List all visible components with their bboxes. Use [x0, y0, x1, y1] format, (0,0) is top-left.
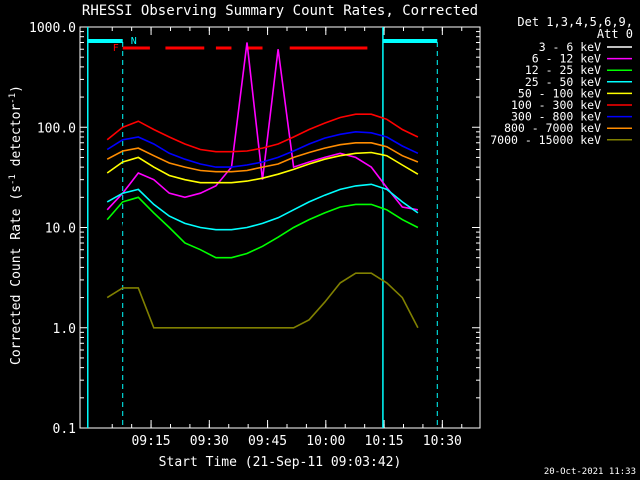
y-axis-label-main: Corrected Count Rate (s — [9, 185, 24, 365]
legend-label-8: 7000 - 15000 keV — [490, 133, 601, 147]
plot-area: 1000.0 100.0 10.0 1.0 0.1 09:15 09:30 09:45 10:0… — [29, 21, 481, 449]
legend-label-0: 3 - 6 keV — [539, 40, 601, 54]
y-tick-label: 0.1 — [53, 422, 76, 437]
legend-label-3: 25 - 50 keV — [525, 75, 601, 89]
legend-header-line2: Att 0 — [597, 27, 633, 41]
y-axis-label-sup2: -1 — [8, 93, 18, 104]
flare-label: F — [113, 43, 119, 54]
legend-label-2: 12 - 25 keV — [525, 63, 601, 77]
chart-title: RHESSI Observing Summary Count Rates, Co… — [82, 3, 478, 19]
series-line-5 — [106, 113, 419, 153]
x-tick-label: 10:00 — [306, 434, 345, 449]
series-line-8 — [106, 272, 419, 329]
legend-label-7: 800 - 7000 keV — [504, 121, 601, 135]
series-line-2 — [106, 196, 419, 259]
y-tick-label: 100.0 — [37, 121, 76, 136]
series-line-7 — [106, 142, 419, 173]
series-line-6 — [106, 130, 419, 168]
series-line-0 — [106, 147, 419, 274]
y-axis-label-mid: detector — [9, 104, 24, 175]
x-tick-label: 09:45 — [248, 434, 287, 449]
series-line-4 — [106, 151, 419, 184]
x-axis-label: Start Time (21-Sep-11 09:03:42) — [159, 455, 402, 470]
plot-frame — [79, 26, 481, 429]
footer-timestamp: 20-Oct-2021 11:33 — [544, 467, 636, 477]
x-tick-label: 09:15 — [131, 434, 170, 449]
legend-label-4: 50 - 100 keV — [518, 86, 601, 100]
y-tick-label: 10.0 — [45, 222, 76, 237]
x-tick-label: 09:30 — [190, 434, 229, 449]
series-line-1 — [106, 42, 419, 211]
legend-label-5: 100 - 300 keV — [511, 98, 601, 112]
y-axis-label: Corrected Count Rate (s-1 detector-1) — [8, 85, 24, 365]
series-line-3 — [106, 183, 419, 231]
y-axis-label-sup: -1 — [8, 174, 18, 185]
y-axis-label-end: ) — [9, 85, 24, 93]
y-tick-label: 1000.0 — [29, 21, 76, 36]
legend-label-1: 6 - 12 keV — [532, 52, 601, 66]
x-tick-label: 10:15 — [365, 434, 404, 449]
legend-label-6: 300 - 800 keV — [511, 110, 601, 124]
x-tick-label: 10:30 — [423, 434, 462, 449]
saa-label: N — [131, 36, 137, 47]
y-tick-label: 1.0 — [53, 322, 76, 337]
legend-header-line1: Det 1,3,4,5,6,9, — [517, 15, 633, 29]
